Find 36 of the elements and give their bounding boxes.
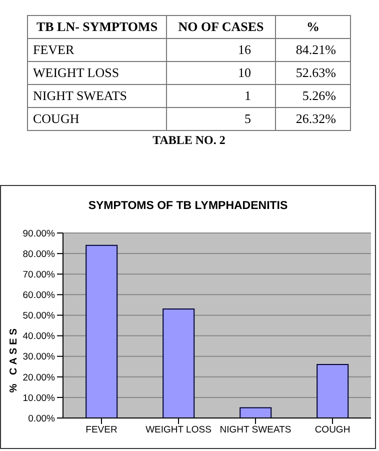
x-tick-label: WEIGHT LOSS bbox=[146, 424, 212, 436]
x-tick-label: NIGHT SWEATS bbox=[220, 424, 292, 436]
category-label: FEVER bbox=[28, 38, 166, 62]
y-tick-label: 80.00% bbox=[22, 248, 56, 260]
category-label: COUGH bbox=[28, 108, 166, 130]
text: TABLE NO. 2 bbox=[152, 133, 226, 148]
bar bbox=[240, 407, 272, 418]
y-tick-label: 20.00% bbox=[22, 372, 56, 384]
x-tick-label: COUGH bbox=[314, 424, 350, 436]
x-tick-label: FEVER bbox=[86, 424, 118, 436]
data-label: 5 bbox=[166, 108, 276, 130]
bar bbox=[86, 244, 118, 418]
y-tick-label: 50.00% bbox=[22, 310, 56, 322]
y-tick-label: 60.00% bbox=[22, 290, 56, 302]
bar bbox=[162, 308, 195, 418]
data-label: 84.21% bbox=[276, 38, 350, 62]
y-tick-label: 30.00% bbox=[22, 352, 56, 363]
bar bbox=[316, 364, 349, 418]
y-tick-label: 10.00% bbox=[22, 392, 56, 404]
y-tick-label: 40.00% bbox=[22, 331, 56, 342]
data-label: 10 bbox=[166, 62, 276, 84]
text: % bbox=[276, 16, 350, 38]
text: TB LN- SYMPTOMS bbox=[28, 16, 166, 38]
category-label: NIGHT SWEATS bbox=[28, 84, 166, 108]
data-label: 5.26% bbox=[276, 84, 350, 108]
data-label: 16 bbox=[166, 38, 276, 62]
text: NO OF CASES bbox=[166, 16, 276, 38]
data-label: 26.32% bbox=[276, 108, 350, 130]
data-label: 1 bbox=[166, 84, 276, 108]
category-label: WEIGHT LOSS bbox=[28, 62, 166, 84]
y-tick-label: 70.00% bbox=[22, 269, 56, 280]
chart-title: SYMPTOMS OF TB LYMPHADENITIS bbox=[87, 200, 289, 214]
y-tick-label: 90.00% bbox=[22, 228, 56, 240]
y-axis-title: % CASES bbox=[8, 326, 20, 393]
data-label: 52.63% bbox=[276, 62, 350, 84]
y-tick-label: 0.00% bbox=[28, 413, 56, 424]
